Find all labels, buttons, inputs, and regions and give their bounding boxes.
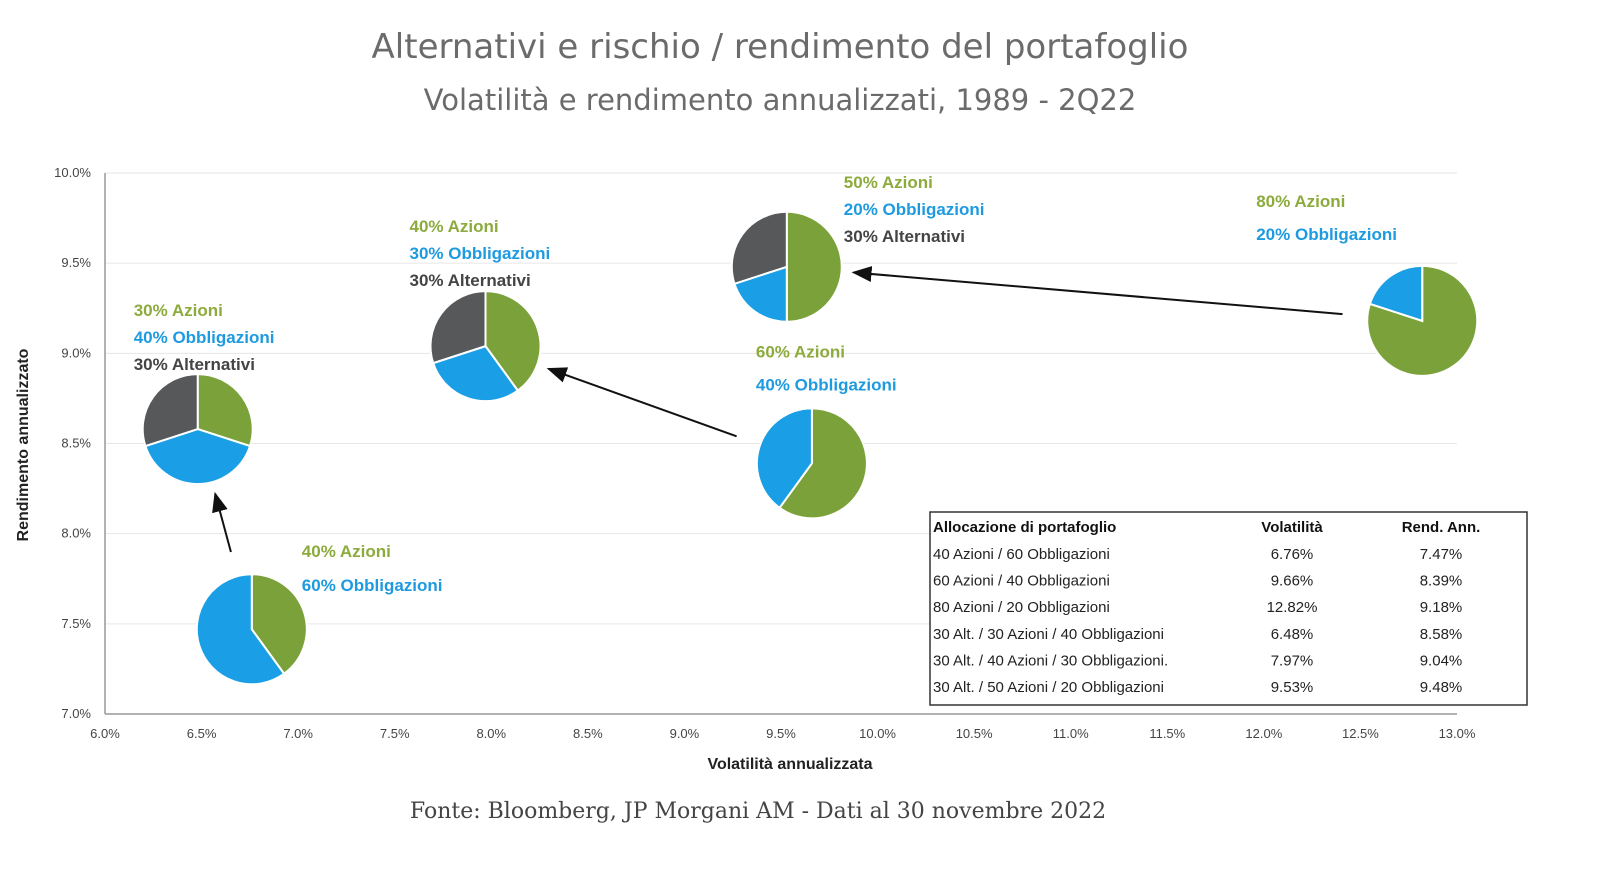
x-tick-label: 6.0% bbox=[90, 726, 120, 741]
pie-slice-obbligazioni bbox=[431, 344, 520, 403]
pie-label: 60% Obbligazioni bbox=[302, 576, 443, 595]
pie-slice-obbligazioni bbox=[195, 573, 286, 686]
x-tick-label: 10.0% bbox=[859, 726, 896, 741]
table-border bbox=[929, 511, 1528, 706]
y-axis-label: Rendimento annualizzato bbox=[15, 348, 32, 541]
table-cell: 12.82% bbox=[1267, 599, 1318, 616]
arrow bbox=[546, 367, 737, 438]
x-tick-label: 12.0% bbox=[1245, 726, 1282, 741]
x-tick-label: 11.5% bbox=[1149, 726, 1185, 741]
table-cell: 9.48% bbox=[1420, 679, 1463, 696]
table-cell: 8.39% bbox=[1420, 573, 1463, 590]
x-tick-label: 9.0% bbox=[670, 726, 700, 741]
pie-label: 60% Azioni bbox=[756, 342, 845, 361]
table-header: Allocazione di portafoglio bbox=[933, 519, 1116, 536]
x-tick-label: 6.5% bbox=[187, 726, 217, 741]
y-tick-label: 7.5% bbox=[61, 616, 91, 631]
x-tick-label: 8.0% bbox=[476, 726, 506, 741]
pie-slice-azioni bbox=[484, 290, 542, 393]
x-tick-label: 12.5% bbox=[1342, 726, 1379, 741]
table-header: Volatilità bbox=[1261, 519, 1323, 536]
pie-label: 20% Obbligazioni bbox=[1256, 225, 1397, 244]
x-tick-label: 8.5% bbox=[573, 726, 603, 741]
x-tick-label: 10.5% bbox=[956, 726, 993, 741]
chart-title: Alternativi e rischio / rendimento del p… bbox=[372, 27, 1189, 67]
pie-p8020 bbox=[1366, 264, 1479, 377]
x-tick-label: 13.0% bbox=[1439, 726, 1476, 741]
table-header: Rend. Ann. bbox=[1402, 519, 1481, 536]
pie-slice-alternativi bbox=[429, 290, 487, 365]
table-cell: 6.76% bbox=[1271, 546, 1314, 563]
table-cell: 9.66% bbox=[1271, 573, 1314, 590]
table-cell: 60 Azioni / 40 Obbligazioni bbox=[933, 573, 1110, 590]
x-axis-label: Volatilità annualizzata bbox=[707, 756, 872, 773]
pie-label: 30% Alternativi bbox=[844, 227, 965, 246]
pie-label: 50% Azioni bbox=[844, 173, 933, 192]
pie-slice-azioni bbox=[785, 210, 843, 323]
pie-label: 40% Azioni bbox=[409, 217, 498, 236]
x-tick-label: 7.5% bbox=[380, 726, 410, 741]
table-cell: 9.04% bbox=[1420, 652, 1463, 669]
pie-label: 30% Azioni bbox=[134, 301, 223, 320]
pie-label: 20% Obbligazioni bbox=[844, 200, 985, 219]
pie-a304030 bbox=[429, 290, 542, 403]
table-cell: 7.97% bbox=[1271, 652, 1314, 669]
table-cell: 30 Alt. / 30 Azioni / 40 Obbligazioni bbox=[933, 626, 1164, 643]
arrow bbox=[212, 491, 232, 553]
chart-subtitle: Volatilità e rendimento annualizzati, 19… bbox=[424, 83, 1137, 117]
table-cell: 8.58% bbox=[1420, 626, 1463, 643]
pie-label: 80% Azioni bbox=[1256, 192, 1345, 211]
table-cell: 30 Alt. / 40 Azioni / 30 Obbligazioni. bbox=[933, 652, 1168, 669]
y-tick-label: 9.0% bbox=[61, 345, 91, 360]
pie-label: 40% Obbligazioni bbox=[134, 328, 275, 347]
table-cell: 9.18% bbox=[1420, 599, 1463, 616]
arrow bbox=[851, 266, 1343, 316]
pie-label: 30% Alternativi bbox=[134, 355, 255, 374]
y-tick-label: 7.0% bbox=[61, 706, 91, 721]
y-tick-label: 8.0% bbox=[61, 526, 91, 541]
pie-slice-azioni bbox=[250, 573, 308, 676]
pie-label: 30% Alternativi bbox=[409, 271, 530, 290]
pie-a305020 bbox=[730, 210, 843, 323]
pie-label: 40% Obbligazioni bbox=[756, 375, 897, 394]
table-cell: 40 Azioni / 60 Obbligazioni bbox=[933, 546, 1110, 563]
pie-slice-alternativi bbox=[141, 373, 199, 448]
pie-slice-alternativi bbox=[730, 210, 788, 286]
allocation-table: Allocazione di portafoglio Volatilità Rend… bbox=[929, 511, 1528, 706]
y-tick-label: 10.0% bbox=[54, 165, 91, 180]
x-tick-label: 9.5% bbox=[766, 726, 796, 741]
pie-slice-obbligazioni bbox=[144, 428, 252, 485]
x-tick-label: 11.0% bbox=[1053, 726, 1089, 741]
y-tick-label: 8.5% bbox=[61, 436, 91, 451]
x-tick-label: 7.0% bbox=[283, 726, 313, 741]
pie-label: 40% Azioni bbox=[302, 542, 391, 561]
pie-p6040 bbox=[755, 407, 868, 520]
pie-slice-obbligazioni bbox=[755, 407, 813, 510]
y-tick-label: 9.5% bbox=[61, 255, 91, 270]
table-cell: 30 Alt. / 50 Azioni / 20 Obbligazioni bbox=[933, 679, 1164, 696]
table-cell: 9.53% bbox=[1271, 679, 1314, 696]
pie-slice-azioni bbox=[778, 407, 868, 520]
pie-slice-azioni bbox=[196, 373, 254, 448]
pie-label: 30% Obbligazioni bbox=[409, 244, 550, 263]
table-cell: 80 Azioni / 20 Obbligazioni bbox=[933, 599, 1110, 616]
table-cell: 6.48% bbox=[1271, 626, 1314, 643]
pie-a303040 bbox=[141, 373, 254, 485]
pie-slice-obbligazioni bbox=[1368, 264, 1424, 323]
table-cell: 7.47% bbox=[1420, 546, 1463, 563]
source-footer: Fonte: Bloomberg, JP Morgani AM - Dati a… bbox=[410, 799, 1106, 824]
pie-p4060 bbox=[195, 573, 308, 686]
